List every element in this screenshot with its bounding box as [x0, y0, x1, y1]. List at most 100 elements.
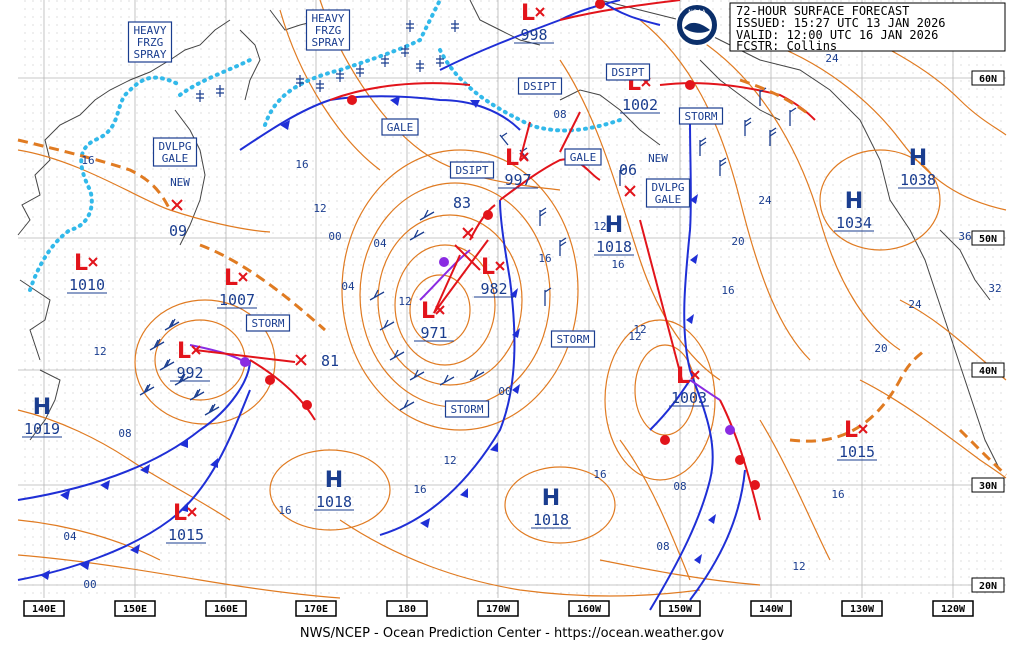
lon-tick-label: 140W	[759, 604, 784, 615]
header-forecaster: FCSTR: Collins	[736, 39, 837, 53]
graticule	[18, 0, 1006, 598]
warning-labels: HEAVYFRZGSPRAYHEAVYFRZGSPRAYDVLPGGALEGAL…	[127, 9, 724, 418]
lon-tick-label: 120W	[941, 604, 966, 615]
isobar-label: 12	[93, 345, 106, 358]
high-symbol: H	[605, 213, 623, 238]
warning-box: GALE	[381, 118, 419, 136]
warning-text: FRZG	[315, 24, 342, 37]
warning-text: DSIPT	[523, 80, 556, 93]
low-symbol: L	[177, 339, 191, 364]
header-issued: ISSUED: 15:27 UTC 13 JAN 2026	[736, 16, 946, 30]
isobar-label: 32	[988, 282, 1001, 295]
low-position-mark	[187, 507, 197, 517]
lon-tick: 160W	[568, 600, 610, 617]
warning-text: DSIPT	[611, 66, 644, 79]
new-tag: NEW	[648, 152, 668, 165]
forecast-low-label: 83	[453, 194, 471, 212]
new-low-value: 06	[619, 161, 637, 179]
warning-text: DSIPT	[455, 164, 488, 177]
isobar-label: 24	[908, 298, 922, 311]
isobar-label: 12	[633, 323, 646, 336]
lat-tick-label: 20N	[979, 581, 997, 592]
high-symbol: H	[33, 395, 51, 420]
noaa-logo: NOAA	[675, 3, 719, 47]
pressure-value: 1015	[839, 443, 875, 461]
low-symbol: L	[481, 255, 495, 280]
lon-tick: 130W	[841, 600, 883, 617]
lon-tick-label: 140E	[32, 604, 56, 615]
lon-tick: 150W	[659, 600, 701, 617]
low-position-mark	[191, 345, 201, 355]
isobar-label: 16	[278, 504, 291, 517]
low-symbol: L	[421, 299, 435, 324]
coastlines	[17, 0, 1001, 471]
isobar-label: 12	[398, 295, 411, 308]
warning-text: DVLPG	[651, 181, 684, 194]
low-position-mark	[238, 272, 248, 282]
pressure-value: 1018	[596, 238, 632, 256]
warning-text: GALE	[655, 193, 682, 206]
isobar-label: 12	[593, 220, 606, 233]
isobar-label: 16	[593, 468, 606, 481]
lon-tick-label: 130W	[850, 604, 875, 615]
isobar-label: 04	[341, 280, 355, 293]
lon-tick: 140W	[750, 600, 792, 617]
new-low-value: 83	[453, 194, 471, 212]
forecast-low-label: NEW 06	[619, 152, 668, 179]
low-symbol: L	[521, 1, 535, 26]
lat-tick: 20N	[971, 577, 1005, 593]
footer-credit: NWS/NCEP - Ocean Prediction Center - htt…	[299, 626, 725, 641]
isobar-labels: 16 12 08 04 00 16 12 16 12 16 12 16 16 12 08 04 00 04 08 00…	[63, 52, 1001, 591]
isobar-label: 08	[553, 108, 566, 121]
longitude-axis: 140E 150E 160E 170E 180 170W 160W 150W 140W 130W 1…	[23, 600, 974, 617]
isobar-label: 08	[656, 540, 669, 553]
low-position-mark	[519, 152, 529, 162]
warning-box: STORM	[678, 107, 724, 125]
low-position-mark	[690, 370, 700, 380]
warning-text: DVLPG	[158, 140, 191, 153]
isobar-label: 20	[874, 342, 887, 355]
lat-tick-label: 50N	[979, 234, 997, 245]
lat-tick: 60N	[971, 70, 1005, 86]
pressure-value: 1003	[671, 389, 707, 407]
lon-tick-label: 150W	[668, 604, 693, 615]
isobar-label: 12	[628, 330, 641, 343]
warning-box: DSIPT	[605, 63, 651, 81]
freezing-spray-symbols	[196, 20, 459, 102]
pressure-value: 971	[420, 324, 447, 342]
new-low-value: 09	[169, 222, 187, 240]
new-tag: NEW	[170, 176, 190, 189]
noaa-logo-text: NOAA	[688, 9, 706, 16]
low-symbol: L	[505, 146, 519, 171]
high-symbol: H	[325, 468, 343, 493]
isobar-label: 16	[611, 258, 624, 271]
warning-text: STORM	[251, 317, 284, 330]
pressure-value: 1010	[69, 276, 105, 294]
lon-tick-label: 170W	[486, 604, 511, 615]
isobar-label: 16	[295, 158, 308, 171]
lat-tick-label: 30N	[979, 481, 997, 492]
forecast-positions	[171, 185, 636, 366]
pressure-value: 1002	[622, 96, 658, 114]
isobar-label: 24	[758, 194, 772, 207]
pressure-value: 997	[504, 171, 531, 189]
troughs	[17, 78, 1008, 477]
new-low-value: 81	[321, 352, 339, 370]
pressure-value: 1018	[316, 493, 352, 511]
warning-box: DSIPT	[517, 77, 563, 95]
warning-text: HEAVY	[311, 12, 344, 25]
lon-tick-label: 160E	[214, 604, 238, 615]
warning-text: HEAVY	[133, 24, 166, 37]
isobar-label: 16	[831, 488, 844, 501]
